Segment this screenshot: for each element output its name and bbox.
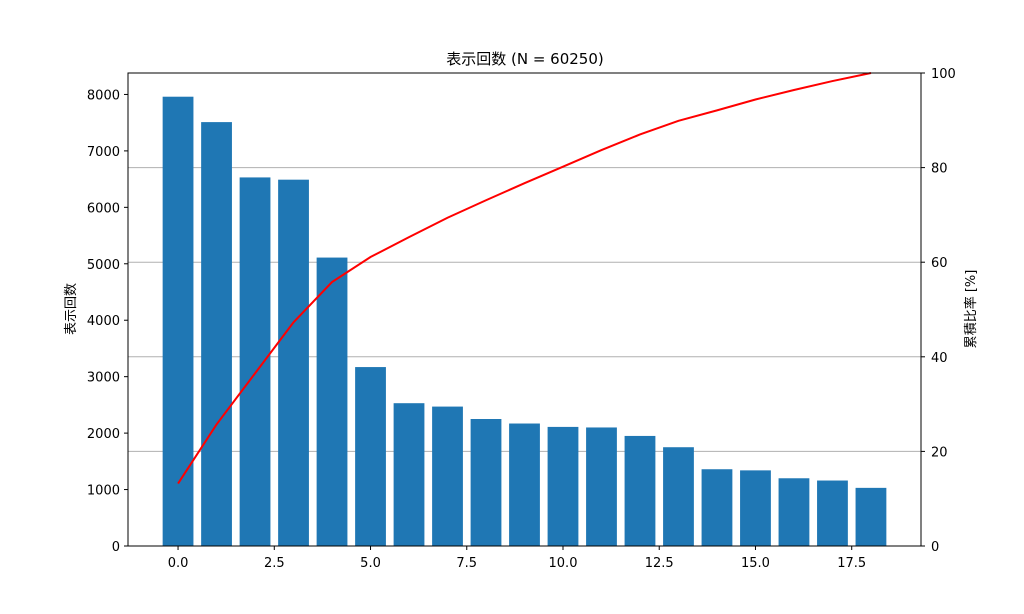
bar-10 [547, 426, 579, 546]
bar-7 [432, 406, 463, 546]
y2-tick-label: 0 [931, 540, 939, 555]
x-tick-label: 7.5 [456, 556, 477, 571]
y-tick-label: 3000 [87, 371, 120, 386]
x-tick-label: 12.5 [645, 556, 674, 571]
y-tick-label: 5000 [87, 258, 120, 273]
y2-axis-label: 累積比率 [%] [963, 270, 979, 349]
bar-0 [162, 96, 194, 546]
bars [162, 96, 887, 547]
y2-tick-label: 40 [931, 351, 948, 366]
bar-11 [586, 427, 617, 546]
bar-4 [316, 257, 348, 546]
y-tick-label: 4000 [87, 314, 120, 329]
bar-3 [278, 179, 309, 546]
bar-2 [239, 177, 271, 546]
x-tick-label: 10.0 [549, 556, 578, 571]
y2-tick-label: 80 [931, 162, 948, 177]
y-tick-label: 1000 [87, 484, 120, 499]
cumulative-line [177, 72, 872, 485]
y2-tick-label: 100 [931, 67, 956, 82]
x-tick-label: 2.5 [264, 556, 285, 571]
bar-5 [355, 367, 386, 546]
bar-12 [624, 435, 656, 546]
y-axis-label: 表示回数 [64, 283, 79, 335]
bar-18 [855, 487, 887, 546]
y-tick-label: 8000 [87, 88, 120, 103]
x-tick-label: 5.0 [360, 556, 381, 571]
bar-14 [701, 469, 733, 546]
plot-frame [127, 72, 922, 547]
bar-1 [201, 122, 232, 547]
bar-13 [663, 447, 694, 546]
x-tick-label: 0.0 [168, 556, 189, 571]
x-axis-ticks: 0.0 2.5 5.0 7.5 10.0 12.5 15.0 17.5 [168, 546, 866, 571]
x-tick-label: 17.5 [837, 556, 866, 571]
bar-16 [778, 478, 810, 546]
bar-9 [509, 423, 540, 546]
y-tick-label: 2000 [87, 427, 120, 442]
y-tick-label: 7000 [87, 145, 120, 160]
bar-15 [740, 470, 771, 546]
bar-8 [470, 419, 502, 546]
x-tick-label: 15.0 [741, 556, 770, 571]
y-tick-label: 6000 [87, 201, 120, 216]
y2-tick-label: 60 [931, 256, 948, 271]
left-y-axis-ticks: 0 1000 2000 3000 4000 5000 6000 7000 8000 [87, 88, 128, 555]
bar-17 [817, 480, 848, 546]
y2-tick-label: 20 [931, 445, 948, 460]
y-tick-label: 0 [112, 540, 120, 555]
bar-6 [393, 403, 425, 546]
right-y-axis-ticks: 0 20 40 60 80 100 [921, 67, 956, 555]
chart-title: 表示回数 (N = 60250) [446, 50, 604, 68]
cumulative-polyline [177, 72, 872, 485]
